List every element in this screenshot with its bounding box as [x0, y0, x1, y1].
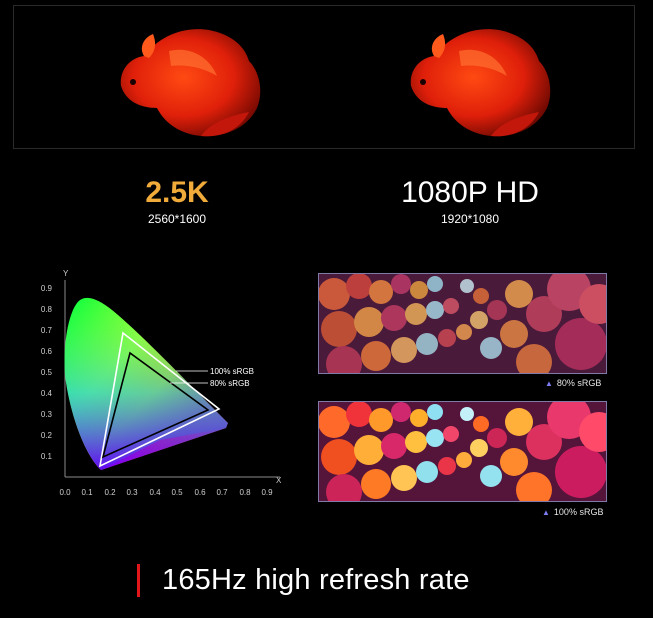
resolution-right-title: 1080P HD	[401, 176, 539, 209]
label-srgb-100: 100% sRGB	[210, 367, 254, 376]
y-axis-label: Y	[63, 269, 69, 278]
fish-comparison-panel	[13, 5, 635, 149]
refresh-rate-headline: 165Hz high refresh rate	[137, 560, 470, 600]
x-tick: 0.6	[194, 488, 206, 497]
fish-left-image	[120, 29, 261, 137]
caption-80-text: 80% sRGB	[556, 378, 602, 388]
x-tick: 0.0	[59, 488, 71, 497]
resolution-right-subtitle: 1920*1080	[440, 212, 500, 226]
accent-bar	[137, 563, 140, 597]
caption-100-srgb: ▲ 100% sRGB	[542, 507, 603, 517]
x-tick: 0.2	[104, 488, 116, 497]
y-tick: 0.8	[41, 305, 53, 314]
srgb-100-triangle	[98, 331, 221, 468]
x-axis-label: X	[276, 476, 282, 485]
x-tick: 0.9	[261, 488, 273, 497]
triangle-icon: ▲	[542, 507, 550, 517]
label-srgb-80: 80% sRGB	[210, 379, 250, 388]
y-tick: 0.9	[41, 284, 53, 293]
y-tick: 0.4	[41, 389, 53, 398]
y-tick: 0.1	[41, 452, 53, 461]
triangle-icon: ▲	[545, 378, 553, 388]
resolution-left-title: 2.5K	[145, 176, 209, 209]
x-tick: 0.5	[171, 488, 183, 497]
cie-color-gamut-diagram: 0.9 0.8 0.7 0.6 0.5 0.4 0.3 0.2 0.1 Y 0.…	[41, 269, 282, 497]
resolution-left-subtitle: 2560*1600	[147, 212, 207, 226]
y-tick: 0.7	[41, 326, 53, 335]
srgb-80-triangle	[101, 351, 210, 459]
y-tick: 0.3	[41, 410, 53, 419]
fish-right-image	[410, 29, 551, 137]
ball-pattern-image-80	[318, 273, 607, 374]
x-tick: 0.1	[81, 488, 93, 497]
x-tick: 0.3	[126, 488, 138, 497]
y-tick: 0.5	[41, 368, 53, 377]
y-tick: 0.2	[41, 431, 53, 440]
y-tick: 0.6	[41, 347, 53, 356]
ball-pattern-image-100	[318, 401, 607, 502]
caption-80-srgb: ▲ 80% sRGB	[545, 378, 601, 388]
caption-100-text: 100% sRGB	[553, 507, 604, 517]
x-tick: 0.4	[149, 488, 161, 497]
headline-text: 165Hz high refresh rate	[162, 563, 470, 596]
x-tick: 0.7	[216, 488, 228, 497]
x-tick: 0.8	[239, 488, 251, 497]
